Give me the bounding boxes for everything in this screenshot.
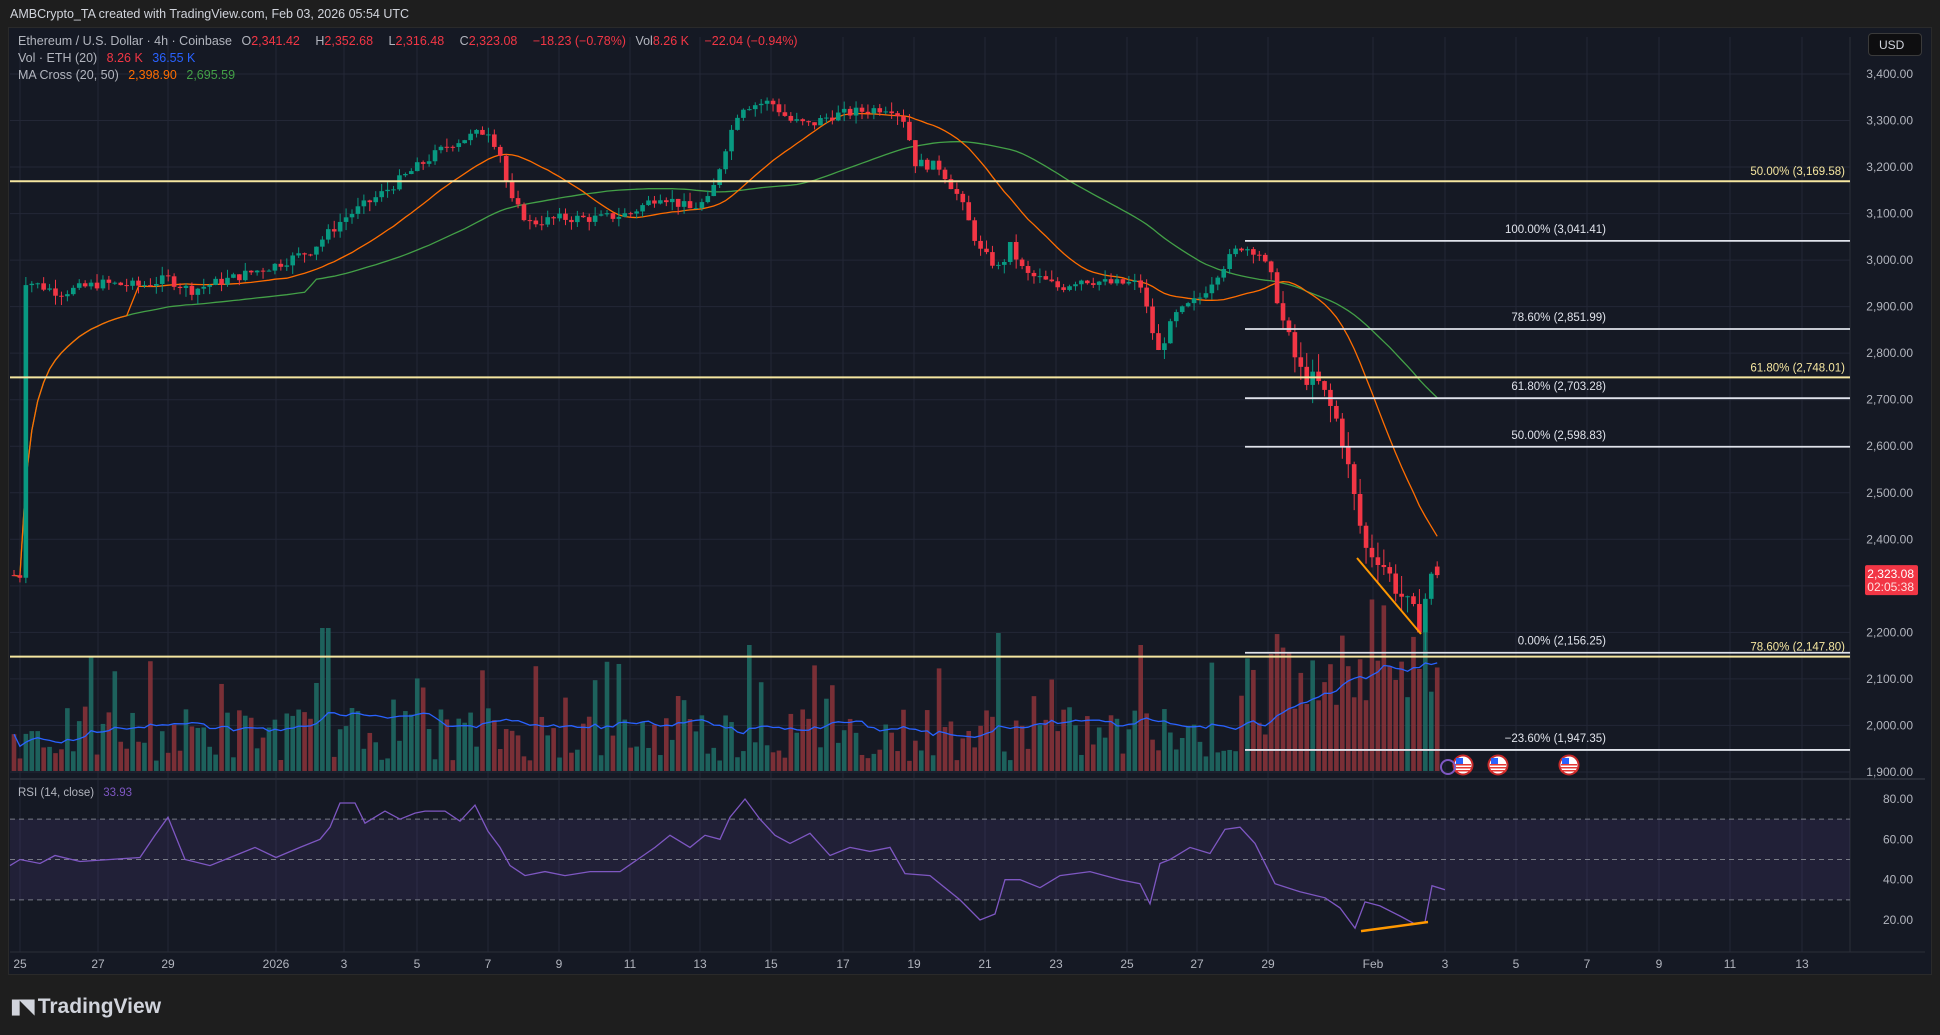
time-axis-label: 23 [1049, 957, 1063, 971]
tradingview-logo-icon: ▮◥ [10, 995, 35, 1018]
time-axis-label: 29 [1261, 957, 1275, 971]
fib-label-white: −23.60% (1,947.35) [1505, 733, 1607, 745]
rsi-axis-label: 80.00 [1883, 792, 1913, 806]
fib-label-yellow: 78.60% (2,147.80) [1750, 642, 1845, 654]
fib-label-white: 100.00% (3,041.41) [1505, 224, 1606, 236]
time-axis-label: 9 [1656, 957, 1663, 971]
price-axis-label: 2,000.00 [1866, 718, 1913, 732]
volume-value: 8.26 K [106, 51, 143, 65]
time-axis-label: 17 [836, 957, 850, 971]
chart-caption: AMBCrypto_TA created with TradingView.co… [10, 7, 410, 21]
price-axis-label: 3,200.00 [1866, 160, 1913, 174]
ohlc-high: H2,352.68 [315, 34, 374, 48]
time-axis-label: 3 [341, 957, 348, 971]
last-price-tag [1865, 565, 1918, 596]
ma50-line [13, 141, 1438, 578]
ohlc-open: O2,341.42 [241, 34, 300, 48]
price-axis-label: 3,100.00 [1866, 207, 1913, 221]
time-axis-label: 13 [693, 957, 707, 971]
price-trendline[interactable] [1356, 557, 1422, 635]
price-axis-label: 3,000.00 [1866, 253, 1913, 267]
bar-countdown: 02:05:38 [1867, 580, 1914, 594]
last-price: 2,323.08 [1867, 567, 1914, 581]
candlesticks[interactable] [11, 97, 1440, 651]
ma-cross-legend[interactable]: MA Cross (20, 50) 2,398.90 2,695.59 [18, 68, 241, 82]
rsi-value: 33.93 [103, 787, 133, 799]
time-axis-label: 29 [161, 957, 175, 971]
time-axis-label: 25 [13, 957, 27, 971]
fib-label-white: 78.60% (2,851.99) [1511, 312, 1606, 324]
ohlc-low: L2,316.48 [388, 34, 445, 48]
fib-label-white: 50.00% (2,598.83) [1511, 430, 1606, 442]
symbol-name: Ethereum / U.S. Dollar · 4h · Coinbase [18, 34, 232, 48]
tradingview-brand: ▮◥ TradingView [10, 994, 161, 1019]
volume-ma-line [13, 662, 1438, 748]
time-axis-label: Feb [1363, 957, 1384, 971]
ma-indicator-name: MA Cross (20, 50) [18, 68, 119, 82]
rsi-legend[interactable]: RSI (14, close) 33.93 [18, 787, 138, 799]
price-axis-label: 3,400.00 [1866, 67, 1913, 81]
fib-label-yellow: 61.80% (2,748.01) [1750, 362, 1845, 374]
price-axis-label: 2,500.00 [1866, 486, 1913, 500]
ohlc-close: C2,323.08 [459, 34, 518, 48]
brand-name: TradingView [37, 994, 162, 1018]
price-axis-label: 2,800.00 [1866, 346, 1913, 360]
rsi-indicator-name: RSI (14, close) [18, 787, 95, 799]
time-axis-label: 7 [485, 957, 492, 971]
ma50-value: 2,695.59 [186, 68, 236, 82]
time-axis-label: 5 [1513, 957, 1520, 971]
currency-button[interactable]: USD [1868, 33, 1922, 56]
us-flag-icon[interactable] [1452, 754, 1474, 776]
time-axis-label: 11 [624, 957, 637, 971]
price-change: −18.23 (−0.78%) [532, 34, 626, 48]
fib-label-white: 61.80% (2,703.28) [1511, 381, 1606, 393]
fib-label-yellow: 50.00% (3,169.58) [1750, 166, 1845, 178]
time-axis-label: 19 [907, 957, 921, 971]
time-axis-label: 9 [556, 957, 563, 971]
time-axis-label: 25 [1120, 957, 1134, 971]
time-axis-label: 13 [1795, 957, 1809, 971]
rsi-axis-label: 60.00 [1883, 832, 1913, 846]
volume-ma-value: 36.55 K [152, 51, 196, 65]
volume-bars [11, 599, 1440, 771]
time-axis-label: 5 [414, 957, 421, 971]
time-axis-label: 3 [1442, 957, 1449, 971]
volume-legend[interactable]: Vol · ETH (20) 8.26 K 36.55 K [18, 51, 201, 65]
time-axis-label: 21 [978, 957, 992, 971]
us-flag-icon[interactable] [1487, 754, 1509, 776]
time-axis-label: 27 [1190, 957, 1204, 971]
ma20-value: 2,398.90 [128, 68, 177, 82]
fib-label-white: 0.00% (2,156.25) [1518, 636, 1606, 648]
time-axis-label: 2026 [263, 957, 290, 971]
us-flag-icon[interactable] [1558, 754, 1580, 776]
rsi-line [9, 797, 1446, 930]
event-marker-icon[interactable] [1440, 759, 1456, 775]
ma20-line [13, 112, 1438, 578]
time-axis-label: 15 [764, 957, 778, 971]
ohlc-vol: Vol8.26 K [635, 34, 689, 48]
rsi-axis-label: 40.00 [1883, 873, 1913, 887]
price-axis-label: 2,200.00 [1866, 625, 1913, 639]
price-axis-label: 2,100.00 [1866, 672, 1913, 686]
symbol-legend[interactable]: Ethereum / U.S. Dollar · 4h · Coinbase O… [18, 34, 804, 48]
price-axis-label: 2,700.00 [1866, 393, 1913, 407]
price-axis-label: 3,300.00 [1866, 114, 1913, 128]
price-axis-label: 2,600.00 [1866, 439, 1913, 453]
vol-change: −22.04 (−0.94%) [704, 34, 798, 48]
volume-indicator-name: Vol · ETH (20) [18, 51, 98, 65]
time-axis-label: 7 [1584, 957, 1591, 971]
rsi-axis-label: 20.00 [1883, 913, 1913, 927]
time-axis-label: 27 [91, 957, 105, 971]
chart-frame[interactable] [8, 27, 1932, 975]
price-axis-label: 2,900.00 [1866, 300, 1913, 314]
rsi-divergence-trendline[interactable] [1360, 920, 1429, 933]
time-axis-label: 11 [1724, 957, 1737, 971]
price-axis-label: 1,900.00 [1866, 765, 1913, 779]
price-axis-label: 2,400.00 [1866, 532, 1913, 546]
